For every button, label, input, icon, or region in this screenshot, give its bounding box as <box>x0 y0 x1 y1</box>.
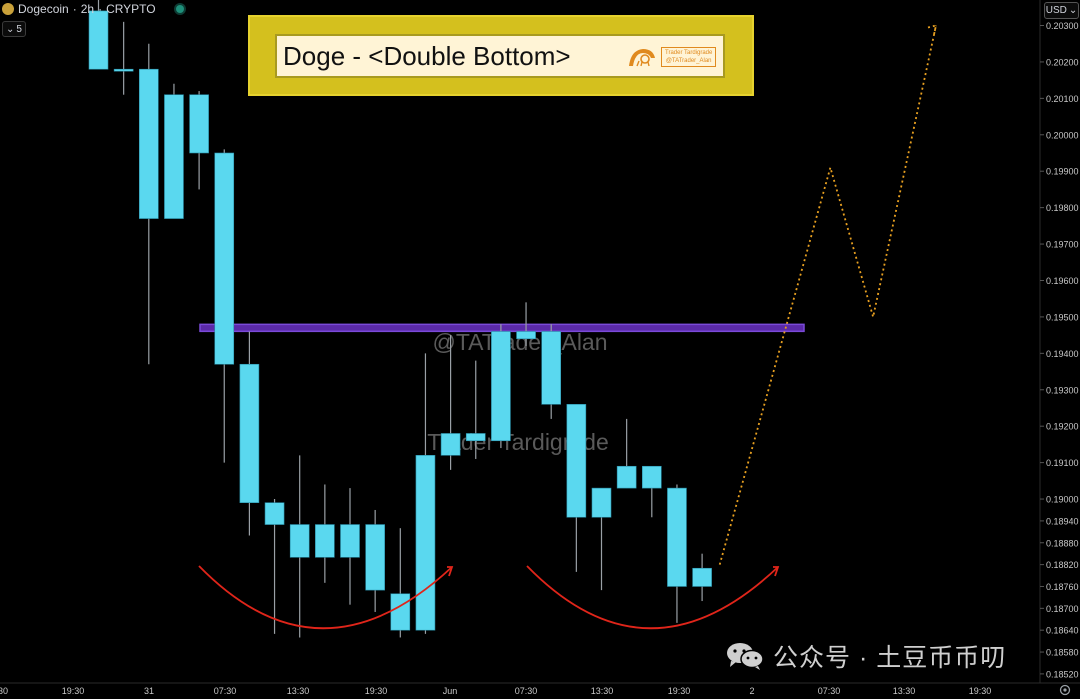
candle-body <box>139 68 159 219</box>
market-status-dot <box>175 5 184 13</box>
chart-title: Doge - <Double Bottom> <box>283 40 571 71</box>
candle-body <box>541 331 562 405</box>
candle-body <box>88 10 109 70</box>
logo-line-2: @TATrader_Alan <box>665 58 712 64</box>
left-arc-arrowhead <box>447 566 454 577</box>
price-tick-label: 0.18520 <box>1046 669 1079 679</box>
logo-line-1: Trader Tardigrade <box>665 50 713 56</box>
candle-body <box>113 68 134 72</box>
candle-body <box>164 94 184 219</box>
candle-body <box>641 465 662 489</box>
price-tick-label: 0.20200 <box>1046 57 1079 67</box>
logo-text-box: Trader Tardigrade @TATrader_Alan <box>661 47 717 67</box>
time-tick-label: 07:30 <box>515 686 538 696</box>
market-label: CRYPTO <box>106 2 156 16</box>
candle-body <box>692 567 712 587</box>
candle-body <box>239 363 260 503</box>
candle-body <box>189 94 209 154</box>
brand-logo: Trader Tardigrade @TATrader_Alan <box>627 44 719 70</box>
interval-selector-value: 5 <box>16 23 22 35</box>
symbol-name: Dogecoin <box>18 2 69 16</box>
candle-body <box>340 524 360 558</box>
candle-body <box>566 404 587 518</box>
price-tick-label: 0.19600 <box>1046 276 1079 286</box>
settings-gear-icon[interactable] <box>1058 683 1072 697</box>
currency-selector[interactable]: USD ⌄ <box>1044 2 1079 19</box>
time-axis[interactable]: 30 19:30 31 07:30 13:30 19:30 Jun 07:30 13:30 19:… <box>0 686 991 696</box>
candle-body <box>616 465 637 489</box>
candle-body <box>667 487 687 587</box>
right-bottom-arc <box>526 565 779 630</box>
candle-body <box>289 524 310 558</box>
time-tick-label: 13:30 <box>893 686 916 696</box>
resistance-line[interactable] <box>199 323 805 333</box>
candle-body <box>440 433 461 456</box>
candle-body <box>214 152 235 365</box>
candle-body <box>516 331 536 340</box>
left-bottom-arc <box>198 565 453 630</box>
interval-label: 2h <box>80 2 95 16</box>
time-tick-label: 19:30 <box>365 686 388 696</box>
time-tick-label: 07:30 <box>818 686 841 696</box>
price-tick-label: 0.19300 <box>1046 385 1079 395</box>
price-tick-label: 0.20100 <box>1046 94 1079 104</box>
time-tick-label: Jun <box>443 686 458 696</box>
price-tick-label: 0.20300 <box>1046 21 1079 31</box>
price-tick-label: 0.18580 <box>1046 648 1079 658</box>
title-box: Doge - <Double Bottom> Trader Tardigrade… <box>275 34 725 78</box>
candle-body <box>465 433 486 442</box>
candle-body <box>415 455 436 631</box>
price-axis[interactable]: 0.20300 0.20200 0.20100 0.20000 0.19900 0.198… <box>1040 21 1079 679</box>
time-tick-label: 19:30 <box>62 686 85 696</box>
right-arc-arrowhead <box>773 566 780 577</box>
time-tick-label: 31 <box>144 686 154 696</box>
price-tick-label: 0.19700 <box>1046 240 1079 250</box>
candle-body <box>315 524 335 558</box>
interval-selector[interactable]: ⌄ 5 <box>2 21 26 37</box>
time-tick-label: 07:30 <box>214 686 237 696</box>
watermark-text: 公众号 · 土豆币币叨 <box>773 644 1007 672</box>
time-tick-label: 30 <box>0 686 8 696</box>
price-tick-label: 0.19100 <box>1046 458 1079 468</box>
price-tick-label: 0.19400 <box>1046 349 1079 359</box>
time-tick-label: 19:30 <box>668 686 691 696</box>
candle-body <box>365 524 385 591</box>
time-tick-label: 2 <box>749 686 754 696</box>
price-tick-label: 0.18700 <box>1046 604 1079 614</box>
dogecoin-icon <box>2 3 14 15</box>
price-tick-label: 0.19800 <box>1046 203 1079 213</box>
price-tick-label: 0.18940 <box>1046 516 1079 526</box>
currency-label: USD <box>1045 5 1067 16</box>
candle-body <box>591 487 612 518</box>
price-tick-label: 0.19900 <box>1046 167 1079 177</box>
price-tick-label: 0.18760 <box>1046 582 1079 592</box>
candle-body <box>390 593 411 631</box>
wechat-icon <box>727 643 764 670</box>
price-tick-label: 0.19500 <box>1046 312 1079 322</box>
price-tick-label: 0.19200 <box>1046 422 1079 432</box>
tardigrade-logo-icon <box>629 49 655 67</box>
chevron-down-icon: ⌄ <box>1068 5 1078 16</box>
symbol-header[interactable]: Dogecoin · 2h · CRYPTO <box>0 0 184 18</box>
time-tick-label: 13:30 <box>287 686 310 696</box>
candle-body <box>264 502 285 525</box>
chevron-down-icon: ⌄ <box>6 23 15 35</box>
time-tick-label: 19:30 <box>969 686 992 696</box>
price-tick-label: 0.18820 <box>1046 560 1079 570</box>
candle-body <box>491 331 511 442</box>
price-tick-label: 0.18640 <box>1046 626 1079 636</box>
price-tick-label: 0.19000 <box>1046 495 1079 505</box>
time-tick-label: 13:30 <box>591 686 614 696</box>
footer-watermark: 公众号 · 土豆币币叨 <box>725 638 1006 674</box>
price-tick-label: 0.20000 <box>1046 130 1079 140</box>
price-tick-label: 0.18880 <box>1046 538 1079 548</box>
projection-path <box>718 25 937 565</box>
title-banner: Doge - <Double Bottom> Trader Tardigrade… <box>248 15 754 96</box>
